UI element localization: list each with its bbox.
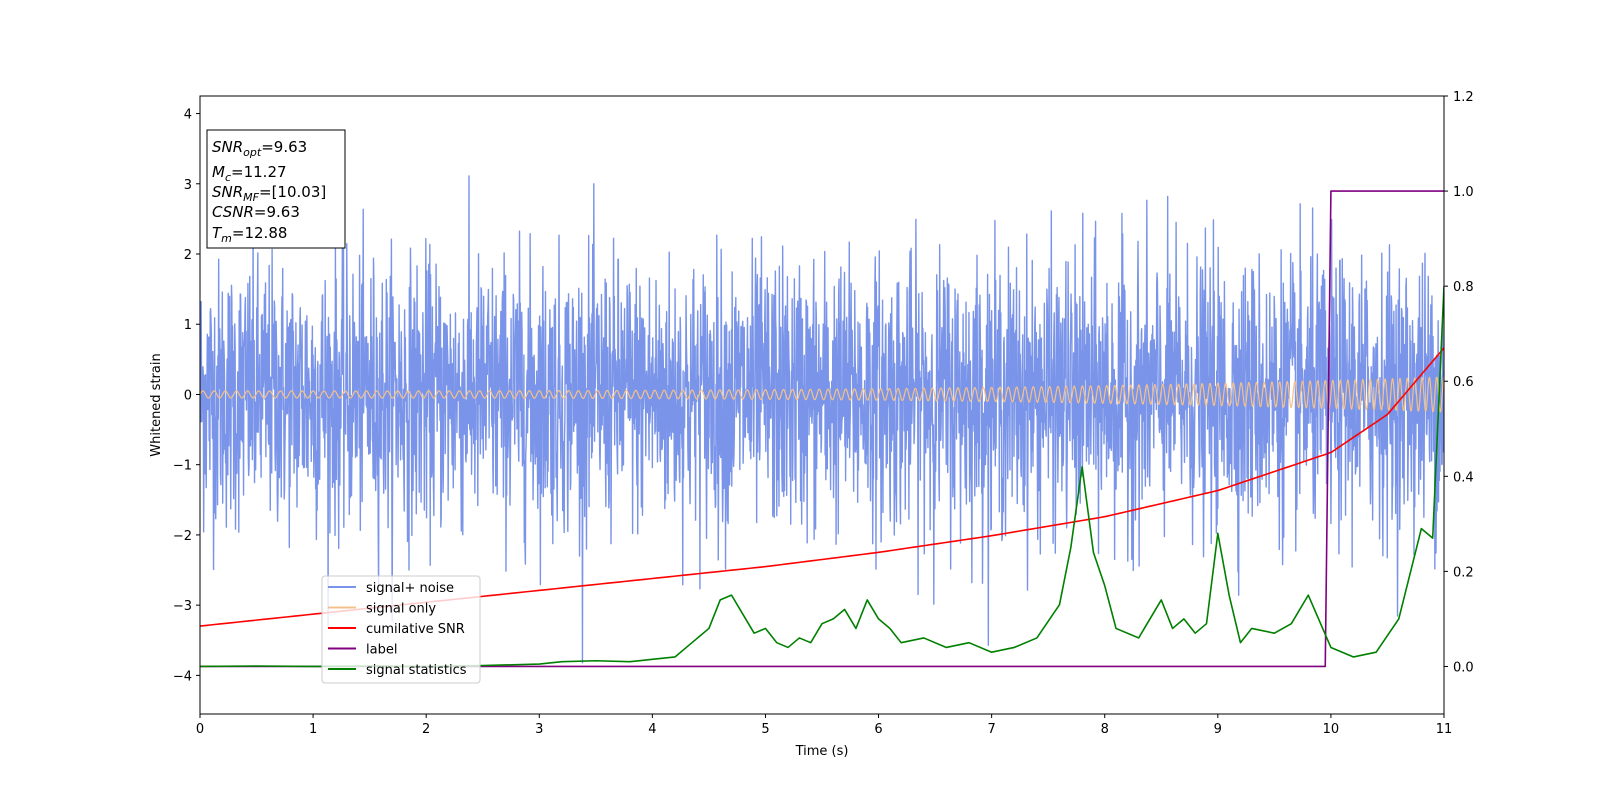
x-tick-label: 8 bbox=[1101, 722, 1109, 737]
annotation-value: =12.88 bbox=[232, 224, 288, 242]
annotation-value: =9.63 bbox=[261, 138, 307, 156]
y-tick-label: 2 bbox=[184, 248, 192, 263]
annotation-box: SNRopt=9.63Mc=11.27SNRMF=[10.03]CSNR=9.6… bbox=[206, 129, 346, 249]
x-tick-label: 5 bbox=[761, 722, 769, 737]
legend-label: label bbox=[366, 643, 397, 658]
annotation-subscript: m bbox=[221, 232, 232, 245]
legend: signal+ noise signal only cumilative SNR la… bbox=[321, 575, 481, 684]
y-tick-label: 3 bbox=[184, 178, 192, 193]
annotation-subscript: MF bbox=[243, 191, 259, 204]
annotation-symbol: T bbox=[212, 224, 223, 242]
y2-tick-label: 0.8 bbox=[1453, 280, 1474, 295]
annotation-value: =[10.03] bbox=[259, 183, 326, 201]
y-axis-title: Whitened strain bbox=[149, 353, 164, 456]
annotation-value: =11.27 bbox=[231, 163, 287, 181]
annotation-symbol: CSNR bbox=[212, 203, 254, 221]
annotation-symbol: SNR bbox=[212, 138, 243, 156]
x-tick-label: 3 bbox=[535, 722, 543, 737]
y2-tick-label: 1.0 bbox=[1453, 185, 1474, 200]
legend-label: signal statistics bbox=[366, 663, 467, 678]
legend-label: signal only bbox=[366, 602, 436, 617]
annotation-symbol: SNR bbox=[212, 183, 243, 201]
x-axis-title: Time (s) bbox=[795, 744, 849, 759]
series-signal-noise-line bbox=[200, 175, 1444, 664]
x-tick-label: 1 bbox=[309, 722, 317, 737]
x-tick-label: 7 bbox=[987, 722, 995, 737]
legend-label: signal+ noise bbox=[366, 581, 454, 596]
y-tick-label: 4 bbox=[184, 108, 192, 123]
y2-tick-label: 0.6 bbox=[1453, 375, 1474, 390]
y2-tick-label: 0.2 bbox=[1453, 565, 1474, 580]
x-tick-label: 9 bbox=[1214, 722, 1222, 737]
y-tick-label: −2 bbox=[173, 529, 192, 544]
plot-frame bbox=[199, 95, 1445, 715]
annotation-line: SNRMF=[10.03] bbox=[212, 183, 326, 204]
y-tick-label: −4 bbox=[173, 669, 192, 684]
annotation-line: Tm=12.88 bbox=[212, 224, 287, 245]
y-tick-label: 1 bbox=[184, 318, 192, 333]
x-tick-label: 10 bbox=[1323, 722, 1340, 737]
annotation-value: =9.63 bbox=[254, 203, 300, 221]
annotation-line: CSNR=9.63 bbox=[212, 203, 300, 221]
legend-label: cumilative SNR bbox=[366, 622, 465, 637]
x-tick-label: 6 bbox=[874, 722, 882, 737]
y-tick-label: −3 bbox=[173, 599, 192, 614]
y-tick-label: 0 bbox=[184, 388, 192, 403]
annotation-line: Mc=11.27 bbox=[212, 163, 287, 184]
y-tick-label: −1 bbox=[173, 459, 192, 474]
annotation-subscript: opt bbox=[243, 146, 262, 159]
annotation-frame bbox=[206, 129, 346, 249]
annotation-subscript: c bbox=[225, 171, 231, 184]
series-signal-only-line bbox=[200, 376, 1444, 413]
y2-tick-label: 0.4 bbox=[1453, 470, 1474, 485]
x-tick-label: 4 bbox=[648, 722, 656, 737]
series-label-line bbox=[200, 190, 1444, 668]
x-tick-label: 2 bbox=[422, 722, 430, 737]
y2-tick-label: 1.2 bbox=[1453, 90, 1474, 105]
x-tick-label: 11 bbox=[1436, 722, 1453, 737]
series-signal-statistics-line bbox=[200, 286, 1444, 668]
axes: 0 1 2 3 4 5 6 7 8 9 10 11 −4 −3 −2 −1 0 1 2 3 4 0.0 0.2 0.4 0.6 0… bbox=[173, 90, 1474, 737]
annotation-line: SNRopt=9.63 bbox=[212, 138, 307, 159]
x-tick-label: 0 bbox=[196, 722, 204, 737]
annotation-symbol: M bbox=[212, 163, 225, 181]
y2-tick-label: 0.0 bbox=[1453, 660, 1474, 675]
legend-frame bbox=[321, 575, 481, 684]
